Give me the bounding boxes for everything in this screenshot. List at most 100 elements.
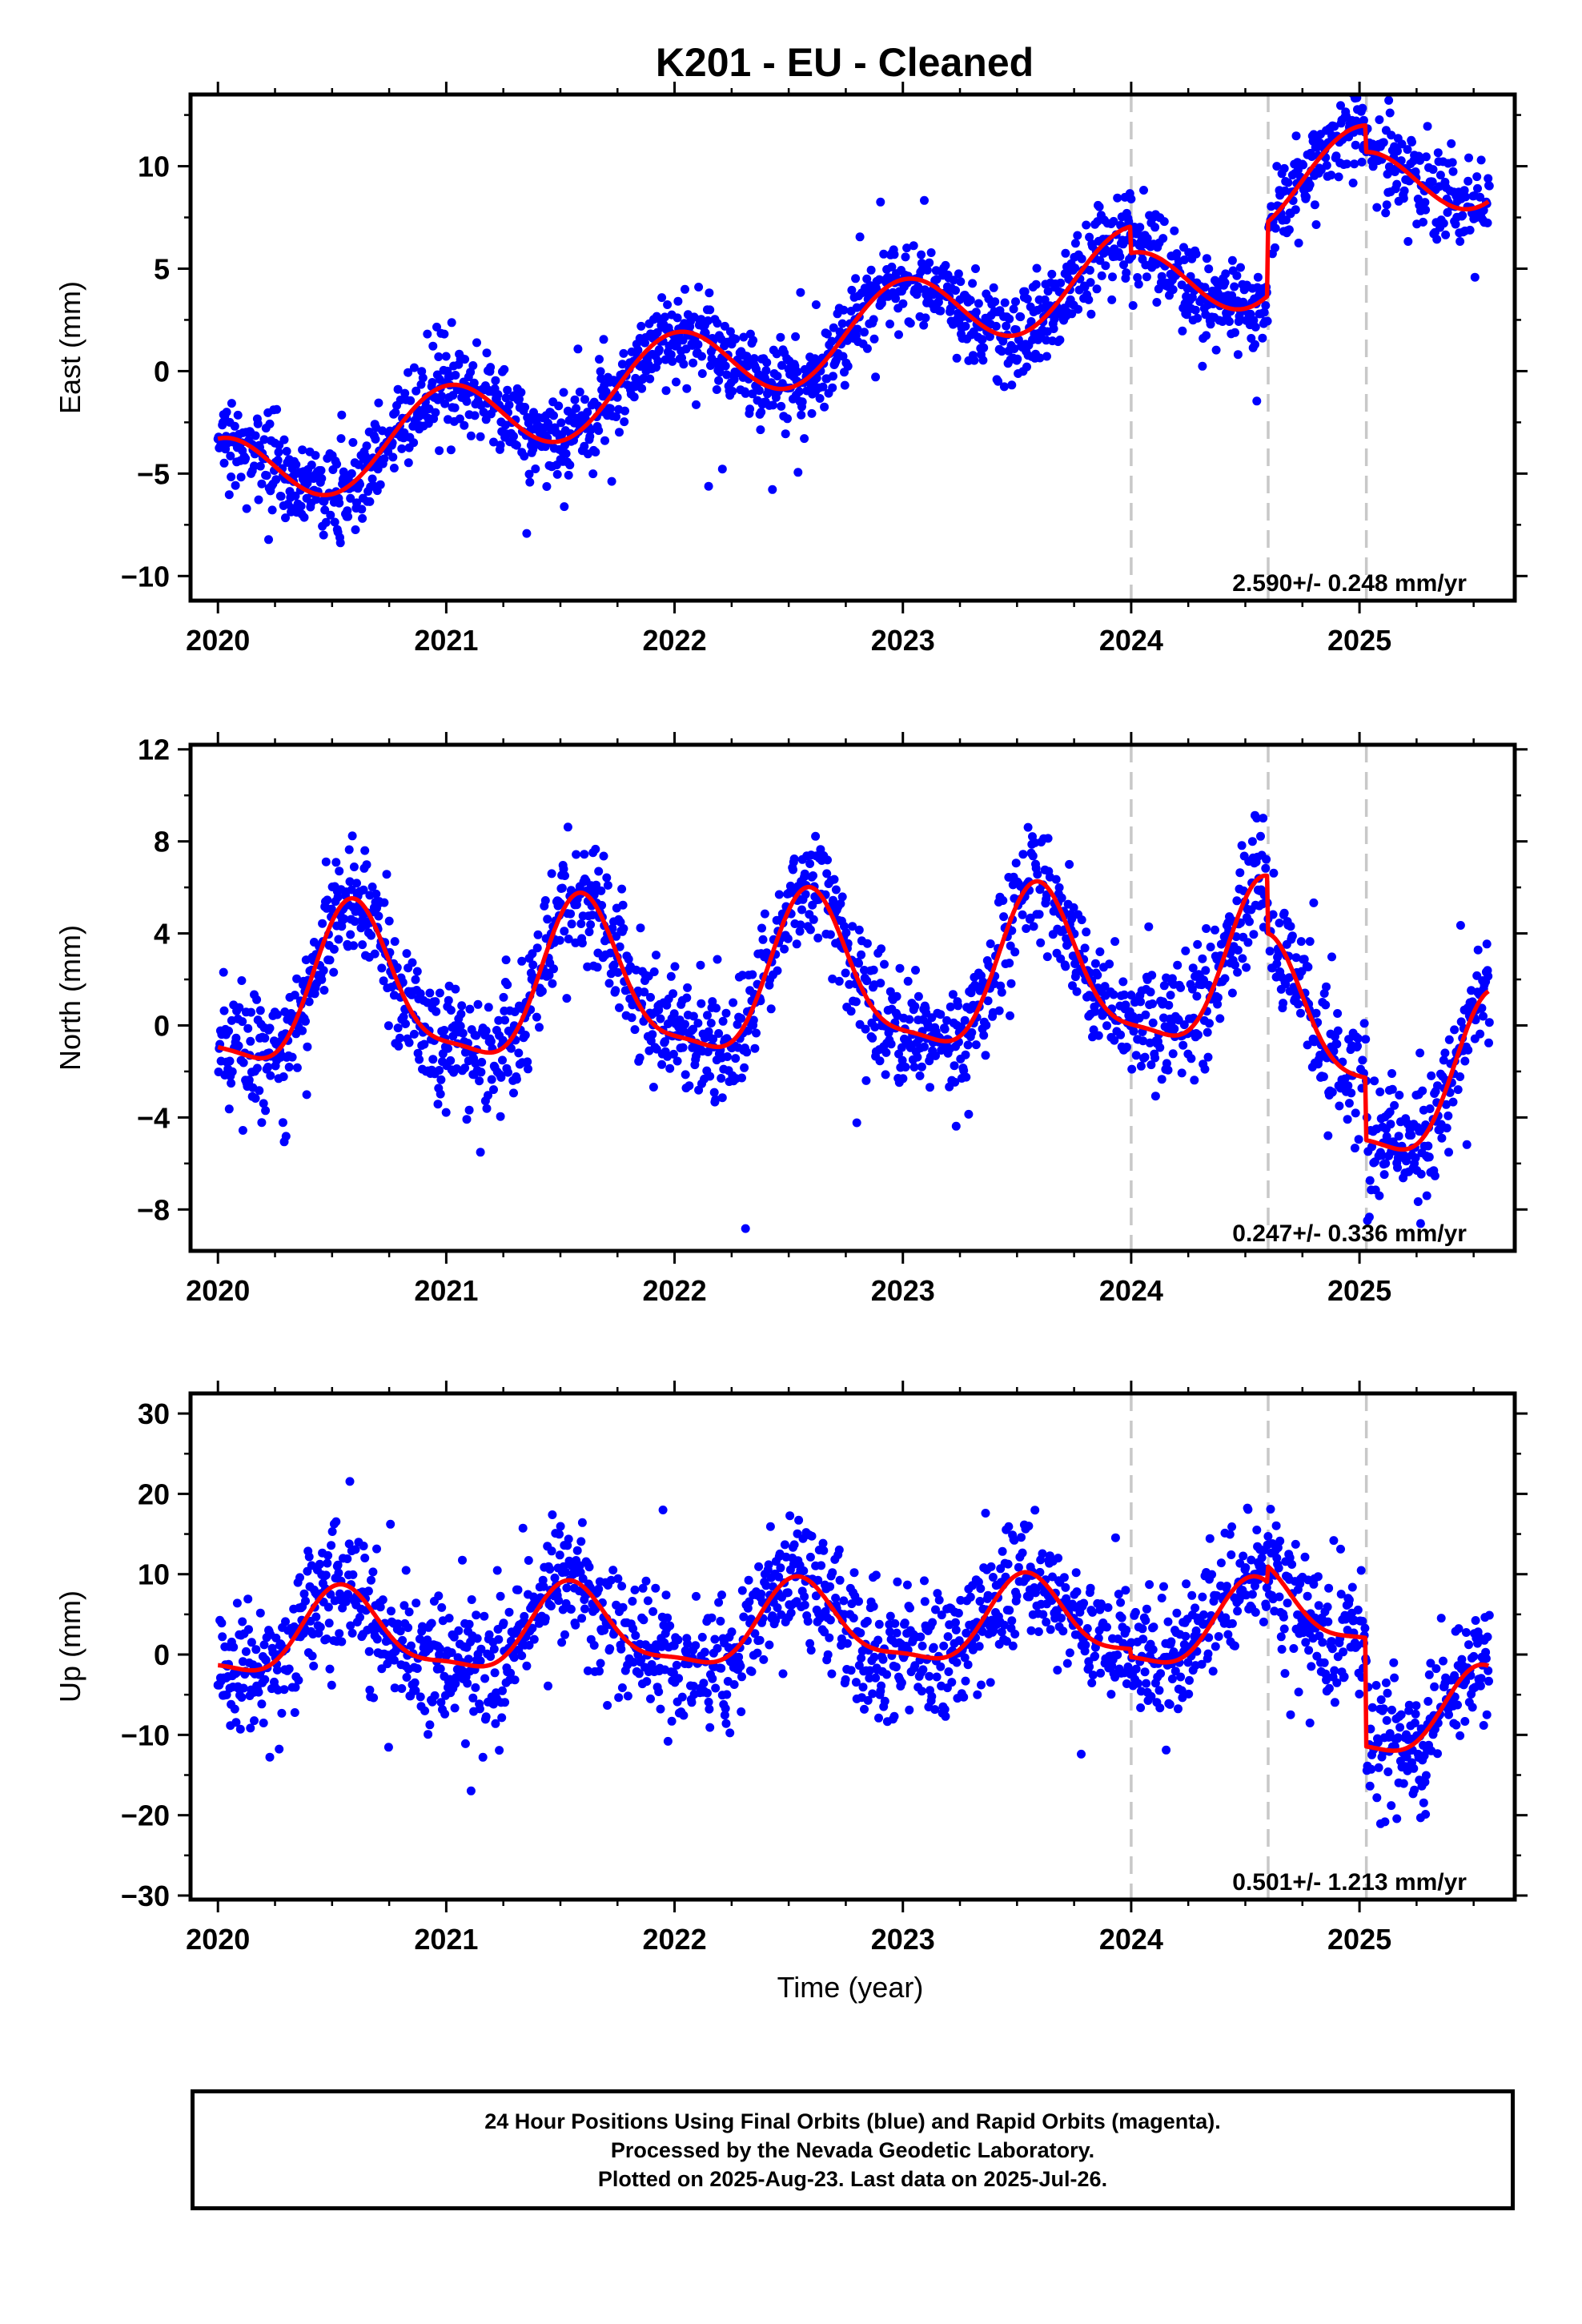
data-point — [406, 396, 416, 405]
data-point — [595, 355, 604, 364]
data-point — [235, 1724, 245, 1734]
data-point — [839, 305, 849, 315]
data-point — [812, 373, 821, 383]
data-point — [1192, 991, 1202, 1001]
data-point — [1327, 952, 1336, 962]
data-point — [390, 937, 400, 947]
data-point — [606, 404, 615, 413]
data-point — [375, 480, 385, 489]
data-point — [481, 1712, 491, 1722]
data-point — [1415, 1048, 1425, 1058]
data-point — [673, 313, 682, 323]
data-point — [1005, 959, 1014, 968]
data-point — [346, 930, 355, 939]
data-point — [1381, 208, 1391, 218]
data-point — [471, 1683, 480, 1692]
data-point — [1233, 350, 1243, 360]
data-point — [315, 1622, 325, 1632]
data-point — [1423, 122, 1432, 131]
data-point — [925, 258, 934, 267]
data-point — [893, 1577, 902, 1586]
data-point — [793, 367, 802, 376]
data-point — [915, 1071, 925, 1080]
data-point — [319, 966, 328, 975]
data-point — [740, 1063, 749, 1072]
data-point — [577, 939, 587, 948]
data-point — [682, 993, 692, 1003]
data-point — [1394, 1132, 1403, 1141]
data-point — [276, 492, 286, 501]
data-point — [692, 400, 701, 409]
data-point — [1043, 287, 1053, 296]
data-point — [1353, 1041, 1362, 1051]
data-point — [460, 420, 469, 430]
data-point — [351, 525, 360, 534]
data-point — [317, 474, 327, 483]
data-point — [627, 1013, 636, 1023]
data-point — [1032, 263, 1042, 273]
data-point — [1163, 1065, 1173, 1075]
data-point — [431, 408, 440, 417]
data-point — [876, 979, 885, 988]
data-point — [1138, 1036, 1148, 1046]
data-point — [721, 1719, 731, 1728]
data-point — [428, 1055, 438, 1064]
data-point — [555, 935, 564, 945]
data-point — [1110, 937, 1120, 947]
data-point — [1456, 237, 1465, 246]
data-point — [640, 987, 649, 997]
data-point — [827, 336, 837, 346]
data-point — [1070, 239, 1080, 248]
data-point — [901, 252, 910, 262]
data-point — [828, 1568, 837, 1578]
data-point — [331, 1517, 341, 1526]
data-point — [785, 1511, 795, 1521]
data-point — [217, 1618, 227, 1628]
data-point — [243, 1023, 253, 1033]
data-point — [1232, 271, 1242, 280]
data-point — [467, 1595, 476, 1604]
data-point — [372, 1634, 382, 1644]
data-point — [623, 1691, 632, 1701]
data-point — [1200, 1064, 1210, 1074]
data-point — [616, 1644, 626, 1654]
data-point — [941, 1711, 950, 1721]
data-point — [910, 1002, 920, 1011]
data-point — [348, 438, 358, 447]
data-point — [881, 1070, 890, 1080]
data-point — [613, 967, 623, 977]
data-point — [1105, 959, 1114, 969]
data-point — [544, 1681, 552, 1691]
data-point — [1470, 272, 1480, 282]
data-point — [1233, 967, 1243, 977]
data-point — [646, 992, 655, 1002]
data-point — [435, 988, 444, 998]
data-point — [470, 411, 480, 420]
data-point — [1093, 971, 1102, 980]
data-point — [754, 386, 764, 396]
data-point — [691, 1641, 701, 1651]
data-point — [1024, 1522, 1034, 1531]
data-point — [224, 1104, 234, 1114]
data-point — [347, 1628, 357, 1638]
data-point — [986, 1678, 995, 1687]
data-point — [1089, 1025, 1098, 1035]
data-point — [1456, 921, 1465, 930]
data-point — [1005, 1606, 1014, 1615]
data-point — [1236, 263, 1245, 272]
data-point — [1472, 172, 1482, 182]
data-point — [1031, 279, 1041, 289]
data-point — [512, 440, 521, 450]
data-point — [607, 476, 616, 486]
data-point — [1036, 938, 1046, 947]
data-point — [954, 1608, 963, 1618]
data-point — [803, 1617, 813, 1626]
data-point — [1282, 215, 1291, 225]
data-point — [1022, 362, 1031, 372]
data-point — [557, 1638, 567, 1647]
data-point — [566, 909, 576, 919]
x-tick-label: 2025 — [1327, 1274, 1391, 1307]
data-point — [1399, 186, 1409, 195]
data-point — [951, 1618, 960, 1627]
data-point — [1387, 1069, 1396, 1078]
